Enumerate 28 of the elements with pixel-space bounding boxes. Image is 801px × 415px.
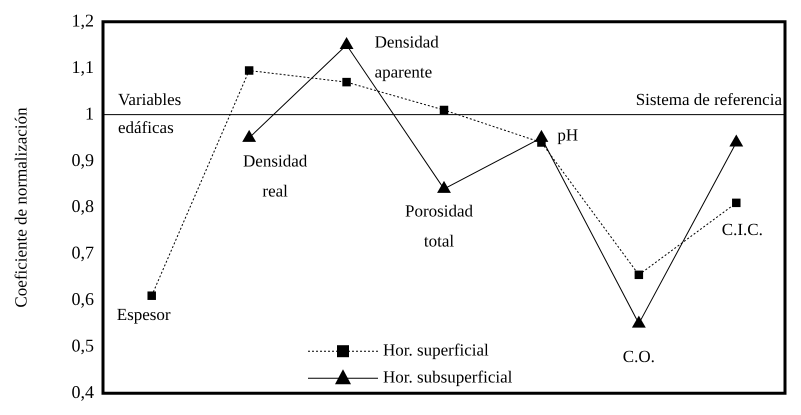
point bbox=[342, 78, 351, 86]
ref-line-label: Sistema de referencia bbox=[636, 90, 782, 110]
y-tick-label: 0,8 bbox=[72, 196, 94, 216]
annotation: C.O. bbox=[622, 347, 655, 366]
annotation: Densidad aparente bbox=[374, 32, 440, 82]
annotation: C.I.C. bbox=[722, 220, 763, 239]
annotation: Variables edáficas bbox=[118, 90, 182, 138]
legend-label: Hor. subsuperficial bbox=[383, 368, 513, 387]
annotation: Porosidad total bbox=[405, 201, 474, 250]
point bbox=[244, 66, 254, 75]
y-tick-label: 0,6 bbox=[72, 289, 94, 310]
y-tick-label: 0,4 bbox=[72, 382, 94, 402]
legend-label: Hor. superficial bbox=[383, 340, 490, 360]
point bbox=[147, 291, 156, 300]
y-axis-title: Coeficiente de normalización bbox=[12, 106, 31, 308]
y-tick-label: 1 bbox=[85, 103, 94, 124]
y-tick-label: 0,5 bbox=[72, 336, 94, 356]
y-tick-label: 0,9 bbox=[72, 150, 94, 170]
annotation: Espesor bbox=[116, 305, 171, 324]
annotation: Densidad real bbox=[243, 151, 308, 200]
point bbox=[732, 198, 741, 208]
point bbox=[340, 37, 354, 50]
point bbox=[634, 270, 644, 280]
y-tick-label: 0,7 bbox=[72, 242, 94, 263]
point bbox=[729, 134, 744, 147]
y-tick-label: 1,2 bbox=[72, 10, 94, 31]
y-tick-label: 1,1 bbox=[72, 56, 94, 77]
annotation: pH bbox=[557, 125, 578, 144]
